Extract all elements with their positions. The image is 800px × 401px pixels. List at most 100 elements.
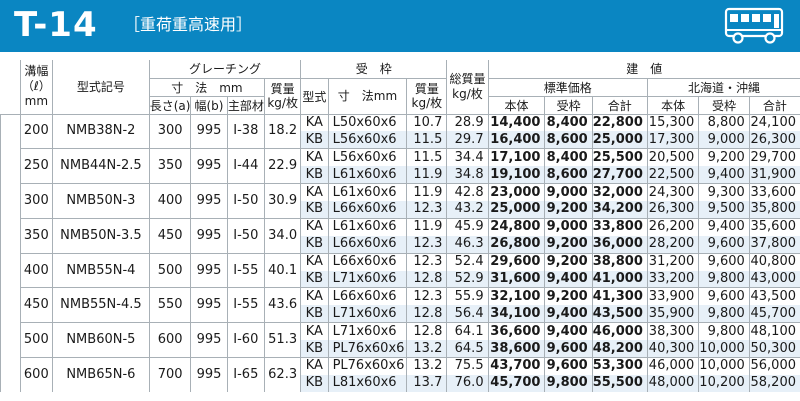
width-cell: 400	[19, 252, 53, 288]
hok-total-cell: 33,600	[748, 183, 800, 201]
total-weight-cell: 75.5	[446, 356, 489, 375]
corner-blank-2	[0, 78, 21, 96]
total-weight-cell: 52.4	[446, 252, 489, 271]
hok-body-cell: 33,900	[646, 287, 699, 306]
width-cell: 350	[19, 217, 53, 254]
frame-type-cell: KA	[300, 113, 329, 132]
main-cell: I-50	[226, 183, 265, 219]
hok-total-cell: 50,300	[748, 340, 800, 358]
std-body-cell: 32,100	[487, 287, 545, 306]
total-weight-cell: 29.7	[446, 131, 489, 149]
frame-type-cell: KA	[300, 217, 329, 236]
hok-total-cell: 24,100	[748, 113, 800, 132]
frame-type-cell: KA	[300, 252, 329, 271]
model-cell: NMB55N-4.5	[52, 287, 150, 323]
table-row: KB L56x60x6 11.5 29.7 16,400 8,600 25,000 17,30…	[1, 131, 800, 149]
hok-total-cell: 45,700	[748, 305, 800, 323]
std-frame-cell: 8,600	[544, 166, 593, 184]
frame-dims-cell: L61x60x6	[327, 183, 407, 201]
title-bar: T-14 ［重荷重高速用］	[0, 0, 800, 52]
std-body-cell: 45,700	[487, 374, 545, 392]
table-row: 350 NMB50N-3.5 450 995 I-50 34.0 KA L61x60x6 11.…	[1, 217, 800, 254]
hok-body-cell: 38,300	[646, 322, 699, 341]
frame-weight-cell: 12.8	[406, 270, 447, 288]
width-cell: 300	[19, 183, 53, 219]
frame-weight-cell: 10.7	[406, 113, 447, 132]
hok-total-cell: 31,900	[748, 166, 800, 184]
frame-dims-cell: L71x60x6	[327, 322, 407, 341]
hok-total-cell: 35,600	[748, 217, 800, 236]
hok-frame-cell: 9,000	[698, 131, 750, 149]
header-frame-dims-label: 寸 法mm	[337, 89, 398, 103]
header-hokkaido: 北海道・沖縄	[646, 78, 800, 97]
std-total-cell: 41,300	[591, 287, 648, 306]
std-frame-cell: 9,600	[544, 340, 593, 358]
hok-frame-cell: 9,300	[698, 183, 750, 201]
length-cell: 500	[148, 252, 191, 288]
frame-type-cell: KB	[300, 340, 329, 358]
std-frame-cell: 9,400	[544, 270, 593, 288]
frame-dims-cell: L56x60x6	[327, 131, 407, 149]
model-cell: NMB38N-2	[52, 113, 150, 149]
total-weight-cell: 42.8	[446, 183, 489, 201]
header-h-total: 合計	[748, 96, 800, 115]
hok-total-cell: 56,000	[748, 356, 800, 375]
frame-dims-cell: PL76x60x6	[327, 340, 407, 358]
main-cell: I-65	[226, 356, 265, 392]
frame-dims-cell: L66x60x6	[327, 235, 407, 254]
hok-body-cell: 17,300	[646, 131, 699, 149]
length-cell: 400	[148, 183, 191, 219]
hok-frame-cell: 10,000	[698, 340, 750, 358]
std-frame-cell: 9,400	[544, 305, 593, 323]
std-total-cell: 46,000	[591, 322, 648, 341]
model-cell: NMB50N-3.5	[52, 217, 150, 254]
header-width-label: 溝幅（ℓ）mm	[21, 64, 51, 109]
model-cell: NMB55N-4	[52, 252, 150, 288]
width-cell: 250	[19, 148, 53, 184]
std-body-cell: 38,600	[487, 340, 545, 358]
hok-total-cell: 43,000	[748, 270, 800, 288]
header-frame-weight: 質量kg/枚	[406, 78, 447, 115]
frame-weight-cell: 11.9	[406, 183, 447, 201]
frame-weight-cell: 11.5	[406, 131, 447, 149]
frame-dims-cell: L50x60x6	[327, 113, 407, 132]
hok-body-cell: 35,900	[646, 305, 699, 323]
std-total-cell: 48,200	[591, 340, 648, 358]
std-frame-cell: 8,400	[544, 148, 593, 167]
frame-dims-cell: L81x60x6	[327, 374, 407, 392]
frame-type-cell: KB	[300, 235, 329, 254]
main-cell: I-60	[226, 322, 265, 358]
header-width: 溝幅（ℓ）mm	[19, 60, 53, 115]
frame-type-cell: KB	[300, 200, 329, 219]
breadth-cell: 995	[190, 183, 228, 219]
std-frame-cell: 9,600	[544, 356, 593, 375]
length-cell: 450	[148, 217, 191, 254]
std-body-cell: 25,000	[487, 200, 545, 219]
length-cell: 300	[148, 113, 191, 149]
std-total-cell: 36,000	[591, 235, 648, 254]
weight-cell: 18.2	[264, 113, 301, 149]
main-cell: I-38	[226, 113, 265, 149]
weight-cell: 51.3	[264, 322, 301, 358]
std-total-cell: 33,800	[591, 217, 648, 236]
hok-frame-cell: 10,000	[698, 356, 750, 375]
header-main: 主部材	[226, 96, 265, 115]
header-weight-label: 質量kg/枚	[267, 82, 298, 110]
total-weight-cell: 55.9	[446, 287, 489, 306]
header-grating: グレーチング	[148, 60, 301, 79]
hok-body-cell: 22,500	[646, 166, 699, 184]
weight-cell: 30.9	[264, 183, 301, 219]
std-body-cell: 14,400	[487, 113, 545, 132]
std-total-cell: 55,500	[591, 374, 648, 392]
main-cell: I-55	[226, 252, 265, 288]
width-cell: 600	[19, 356, 53, 392]
std-total-cell: 25,500	[591, 148, 648, 167]
hok-total-cell: 29,700	[748, 148, 800, 167]
hok-total-cell: 43,500	[748, 287, 800, 306]
side-label-text: セーフ50・ノンスリップタイプ	[1, 143, 20, 358]
frame-type-cell: KA	[300, 356, 329, 375]
hok-body-cell: 40,300	[646, 340, 699, 358]
frame-weight-cell: 11.9	[406, 166, 447, 184]
table-row: 300 NMB50N-3 400 995 I-50 30.9 KA L61x60x6 11.9 4…	[1, 183, 800, 219]
frame-dims-cell: L71x60x6	[327, 305, 407, 323]
